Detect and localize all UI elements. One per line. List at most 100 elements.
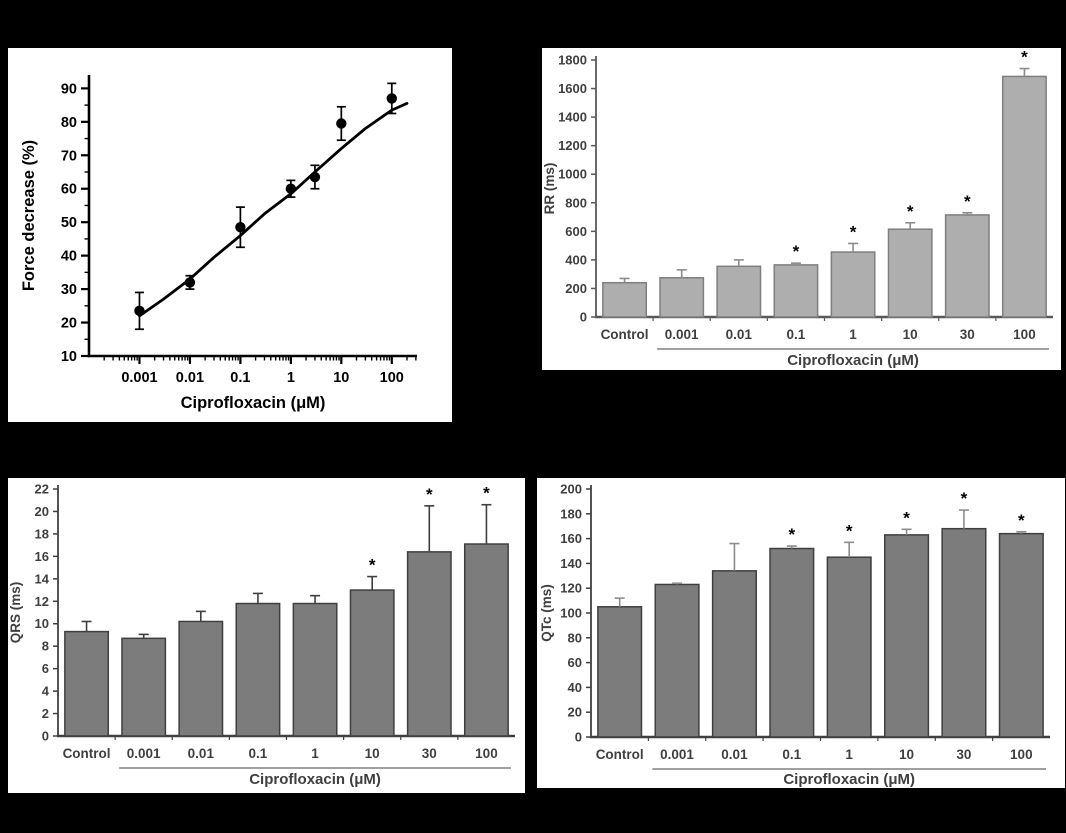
category-label: 0.01 bbox=[188, 746, 215, 761]
category-label: 0.01 bbox=[726, 327, 753, 342]
y-tick-label: 60 bbox=[61, 182, 77, 198]
data-point bbox=[309, 171, 321, 183]
data-point bbox=[285, 183, 297, 194]
y-tick-label: 100 bbox=[560, 606, 582, 621]
x-tick-label: 0.001 bbox=[121, 370, 157, 386]
bar-1 bbox=[830, 251, 876, 318]
category-label: 1 bbox=[849, 327, 857, 342]
data-point bbox=[336, 118, 347, 129]
bar-0.001 bbox=[121, 637, 167, 737]
bar-0.001 bbox=[659, 276, 705, 318]
y-tick-label: 18 bbox=[35, 526, 49, 541]
y-tick-label: 20 bbox=[568, 705, 582, 720]
y-tick-label: 12 bbox=[35, 594, 49, 609]
category-label: Control bbox=[63, 746, 111, 761]
significance-asterisk: * bbox=[1021, 48, 1028, 67]
y-tick-label: 200 bbox=[565, 281, 587, 296]
category-label: 0.1 bbox=[782, 747, 801, 762]
y-tick-label: 10 bbox=[35, 616, 49, 631]
y-tick-label: 50 bbox=[61, 215, 77, 231]
bar-0.01 bbox=[178, 620, 224, 737]
bar-Control bbox=[64, 630, 110, 737]
bar-1 bbox=[826, 556, 872, 738]
bar-0.1 bbox=[235, 602, 281, 737]
y-tick-label: 1400 bbox=[558, 110, 587, 125]
y-axis-title: RR (ms) bbox=[542, 163, 557, 215]
y-tick-label: 70 bbox=[61, 148, 77, 164]
category-label: 0.01 bbox=[721, 747, 748, 762]
fit-curve bbox=[138, 102, 409, 318]
panel-rr: 0 200 400 600 800 1000 1200 1400 1600 1800 Control… bbox=[542, 48, 1061, 370]
y-tick-label: 30 bbox=[61, 282, 77, 298]
x-axis-title: Ciprofloxacin (μM) bbox=[783, 771, 915, 788]
y-tick-label: 60 bbox=[568, 655, 582, 670]
y-tick-label: 6 bbox=[42, 661, 49, 676]
bars: Control 0.001 0.01 * 0.1 * 1 * 10 * 30 * 100 bbox=[596, 489, 1044, 762]
significance-asterisk: * bbox=[426, 485, 433, 504]
data-point bbox=[235, 222, 246, 233]
significance-asterisk: * bbox=[789, 525, 796, 544]
category-label: 100 bbox=[475, 746, 498, 761]
y-tick-label: 14 bbox=[35, 571, 50, 586]
y-tick-label: 22 bbox=[35, 482, 49, 497]
category-label: 0.1 bbox=[249, 746, 268, 761]
bar-Control bbox=[602, 281, 648, 318]
significance-asterisk: * bbox=[961, 489, 968, 508]
category-label: 0.001 bbox=[127, 746, 161, 761]
bar-30 bbox=[944, 214, 990, 318]
y-axis-title: QTc (ms) bbox=[539, 584, 554, 642]
bar-Control bbox=[597, 606, 643, 738]
bar-10 bbox=[349, 589, 395, 737]
bar-0.1 bbox=[773, 264, 819, 318]
x-tick-label: 0.01 bbox=[176, 370, 204, 386]
y-tick-label: 140 bbox=[560, 556, 582, 571]
y-tick-label: 400 bbox=[565, 252, 587, 267]
qrs-bar-chart: 0 2 4 6 8 10 12 14 16 18 20 22 Control 0.001 0.01 0.1 1 *… bbox=[8, 482, 515, 788]
significance-asterisk: * bbox=[850, 222, 857, 241]
x-axis-title: Ciprofloxacin (μM) bbox=[249, 771, 381, 788]
y-tick-label: 80 bbox=[568, 630, 582, 645]
bars: Control 0.001 0.01 0.1 1 * 10 * 30 * 100 bbox=[63, 484, 509, 761]
category-label: 0.001 bbox=[665, 327, 699, 342]
y-tick-label: 800 bbox=[565, 195, 587, 210]
y-tick-label: 16 bbox=[35, 549, 49, 564]
bar-0.01 bbox=[711, 570, 757, 738]
qtc-bar-chart: 0 20 40 60 80 100 120 140 160 180 200 Control 0.001 0… bbox=[539, 482, 1050, 788]
significance-asterisk: * bbox=[1018, 511, 1025, 530]
axes: 10 20 30 40 50 60 70 80 90 0.001 0.01 0.1 1 10 100 bbox=[61, 75, 417, 386]
y-tick-label: 8 bbox=[42, 639, 49, 654]
bar-0.01 bbox=[716, 265, 762, 318]
y-tick-label: 0 bbox=[42, 729, 49, 744]
x-tick-label: 100 bbox=[380, 370, 404, 386]
data-point bbox=[134, 305, 145, 317]
significance-asterisk: * bbox=[846, 521, 853, 540]
category-label: 0.001 bbox=[660, 747, 694, 762]
category-label: 10 bbox=[899, 747, 914, 762]
significance-asterisk: * bbox=[964, 192, 971, 211]
category-label: 30 bbox=[956, 747, 971, 762]
y-tick-label: 2 bbox=[42, 706, 49, 721]
force-decrease-chart: 10 20 30 40 50 60 70 80 90 0.001 0.01 0.1 1 10 100 Cipr… bbox=[20, 75, 417, 412]
y-tick-label: 20 bbox=[35, 504, 49, 519]
y-tick-label: 4 bbox=[42, 684, 50, 699]
significance-asterisk: * bbox=[483, 484, 490, 503]
bar-100 bbox=[998, 532, 1044, 738]
significance-asterisk: * bbox=[903, 508, 910, 527]
significance-asterisk: * bbox=[793, 242, 800, 261]
y-tick-label: 90 bbox=[61, 81, 77, 97]
bars: Control 0.001 0.01 * 0.1 * 1 * 10 * 30 * 100 bbox=[601, 48, 1047, 342]
bar-0.001 bbox=[654, 583, 700, 738]
category-label: 100 bbox=[1013, 327, 1036, 342]
y-tick-label: 80 bbox=[61, 115, 77, 131]
bar-100 bbox=[1001, 75, 1047, 318]
y-tick-label: 600 bbox=[565, 224, 587, 239]
x-axis-title: Ciprofloxacin (μM) bbox=[181, 394, 326, 412]
data-point bbox=[184, 277, 196, 288]
x-tick-label: 1 bbox=[287, 370, 295, 386]
y-tick-label: 1200 bbox=[558, 138, 587, 153]
data-points bbox=[134, 82, 397, 331]
y-tick-label: 0 bbox=[580, 310, 587, 325]
x-tick-label: 0.1 bbox=[230, 370, 250, 386]
y-axis-title: Force decrease (%) bbox=[20, 140, 38, 291]
y-tick-label: 160 bbox=[560, 531, 582, 546]
